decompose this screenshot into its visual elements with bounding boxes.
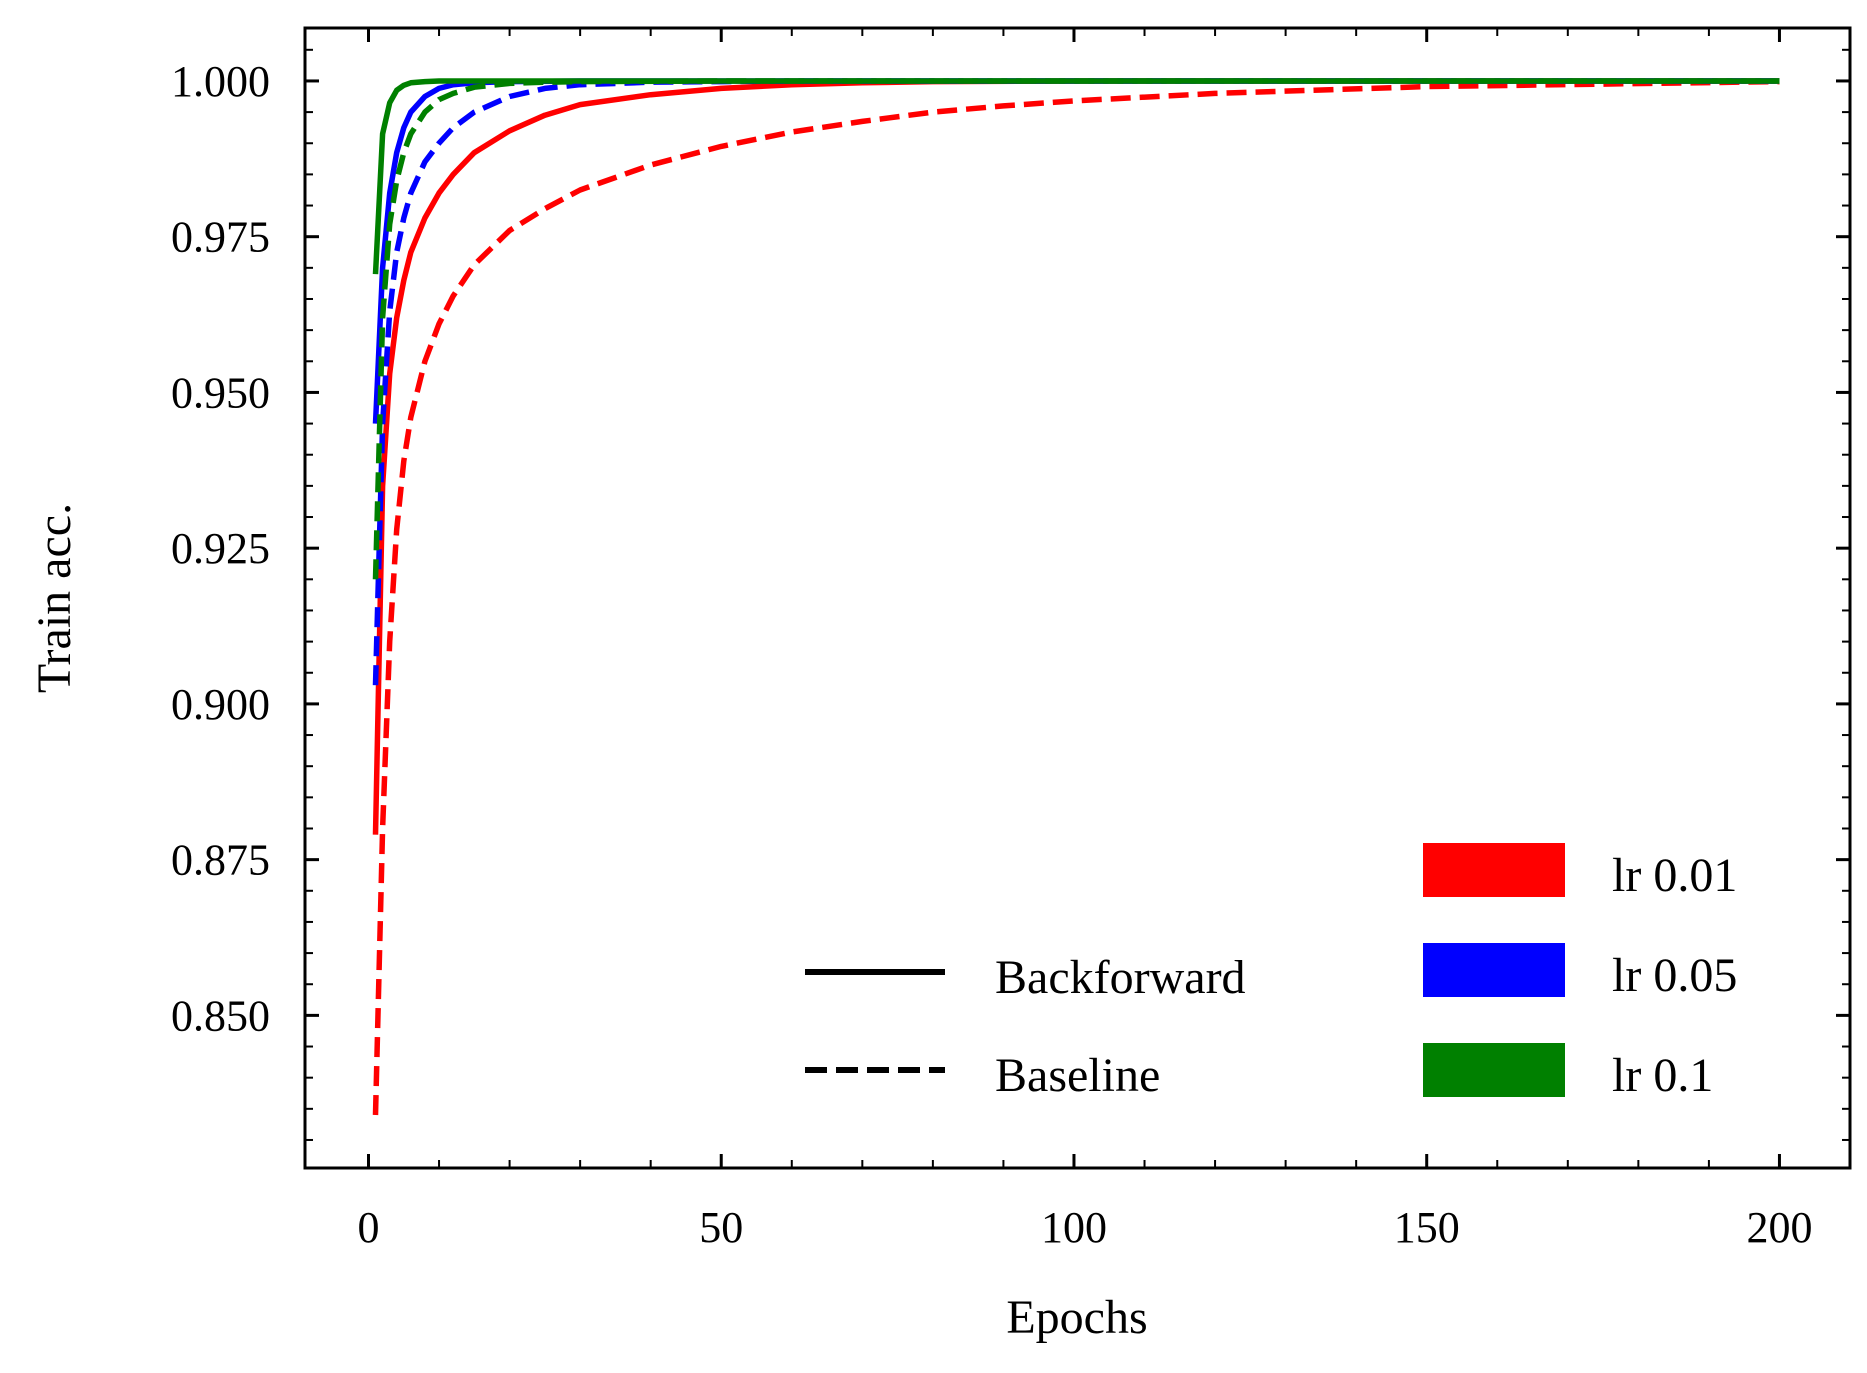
series-layer — [372, 78, 1780, 1116]
legend-lr-0.05-label: lr 0.05 — [1612, 949, 1737, 1002]
legend-swatch-lr-0.05 — [1423, 943, 1565, 997]
series-line-backforward-lr-0.1 — [372, 78, 1780, 275]
x-tick-label: 150 — [1394, 1203, 1460, 1252]
series-line-baseline-lr-0.01 — [372, 78, 1780, 1116]
x-tick-label: 200 — [1746, 1203, 1812, 1252]
legend-baseline-label: Baseline — [995, 1049, 1160, 1102]
tick-labels-layer: 0 50 100 150 200 0.850 0.875 0.900 0.925 0.950 0.9… — [171, 57, 1812, 1252]
series-line-baseline-lr-0.05 — [372, 78, 1780, 686]
legend: Backforward Baseline lr 0.01 lr 0.05 lr … — [805, 843, 1737, 1102]
series-line-baseline-lr-0.1 — [372, 78, 1780, 580]
x-tick-label: 0 — [357, 1203, 379, 1252]
y-axis-label: Train acc. — [28, 503, 81, 693]
legend-swatch-lr-0.1 — [1423, 1043, 1565, 1097]
plot-frame — [303, 26, 1852, 1170]
y-tick-label: 0.850 — [171, 991, 270, 1040]
x-tick-label: 50 — [699, 1203, 743, 1252]
y-tick-label: 1.000 — [171, 57, 270, 106]
y-tick-label: 0.900 — [171, 680, 270, 729]
legend-backforward-label: Backforward — [995, 951, 1246, 1004]
legend-lr-0.1-label: lr 0.1 — [1612, 1049, 1713, 1102]
y-tick-label: 0.925 — [171, 524, 270, 573]
y-tick-label: 0.975 — [171, 213, 270, 262]
y-tick-label: 0.950 — [171, 368, 270, 417]
legend-swatch-lr-0.01 — [1423, 843, 1565, 897]
legend-lr-0.01-label: lr 0.01 — [1612, 849, 1737, 902]
x-tick-label: 100 — [1041, 1203, 1107, 1252]
x-axis-label: Epochs — [1006, 1291, 1147, 1344]
y-tick-label: 0.875 — [171, 836, 270, 885]
